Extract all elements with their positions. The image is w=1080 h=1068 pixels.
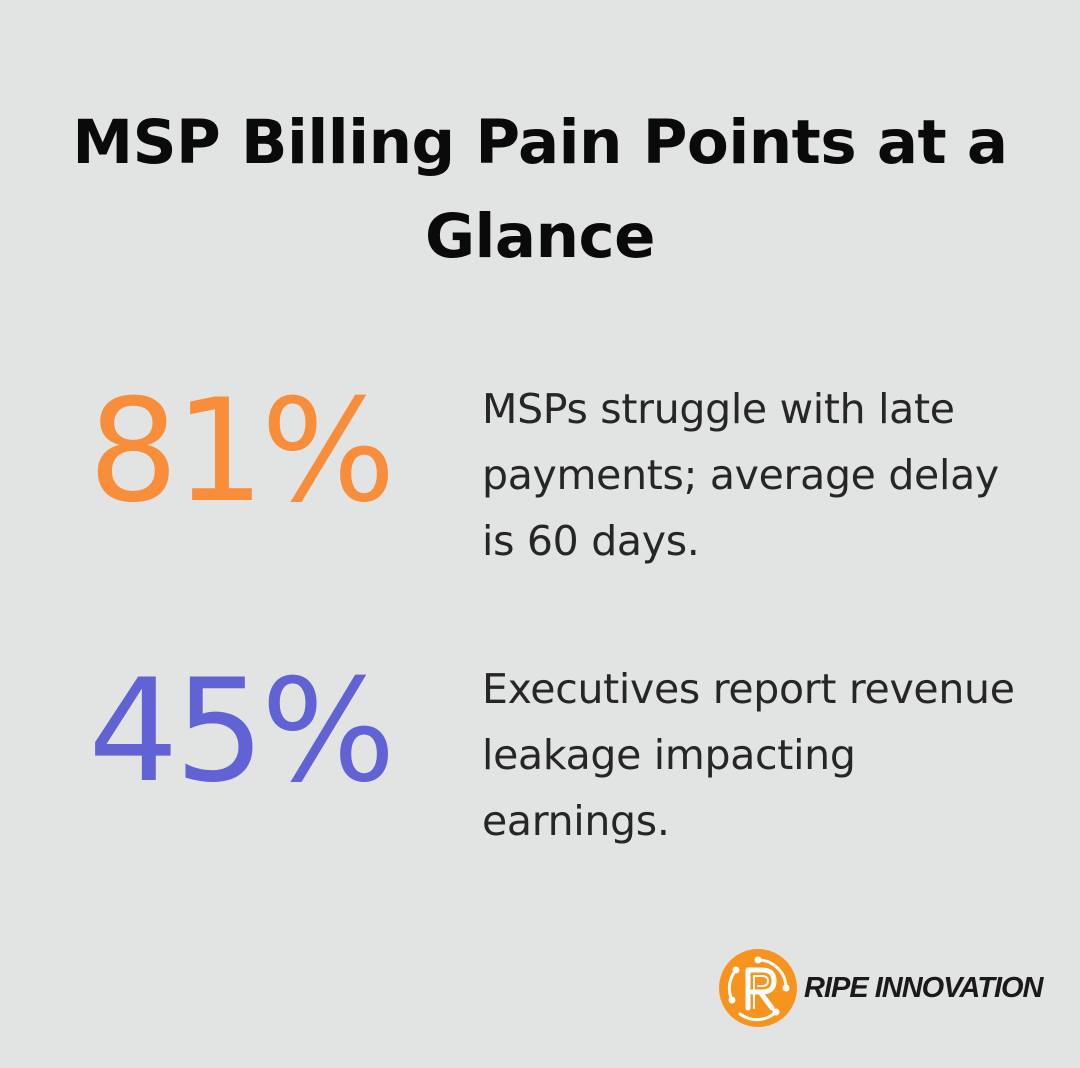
stat-row-revenue-leakage: 45% Executives report revenue leakage im… [0, 652, 1080, 862]
stat-row-late-payments: 81% MSPs struggle with late payments; av… [0, 372, 1080, 582]
stat-value: 81% [88, 369, 396, 534]
brand-logo: RIPE INNOVATION [718, 948, 1058, 1028]
stat-value: 45% [88, 649, 396, 814]
stat-description: MSPs struggle with late payments; averag… [482, 385, 999, 565]
ripe-innovation-logo-icon [719, 949, 797, 1027]
page-title: MSP Billing Pain Points at a Glance [72, 107, 1008, 272]
stat-description: Executives report revenue leakage impact… [482, 665, 1015, 845]
brand-name: RIPE INNOVATION [804, 972, 1043, 1004]
